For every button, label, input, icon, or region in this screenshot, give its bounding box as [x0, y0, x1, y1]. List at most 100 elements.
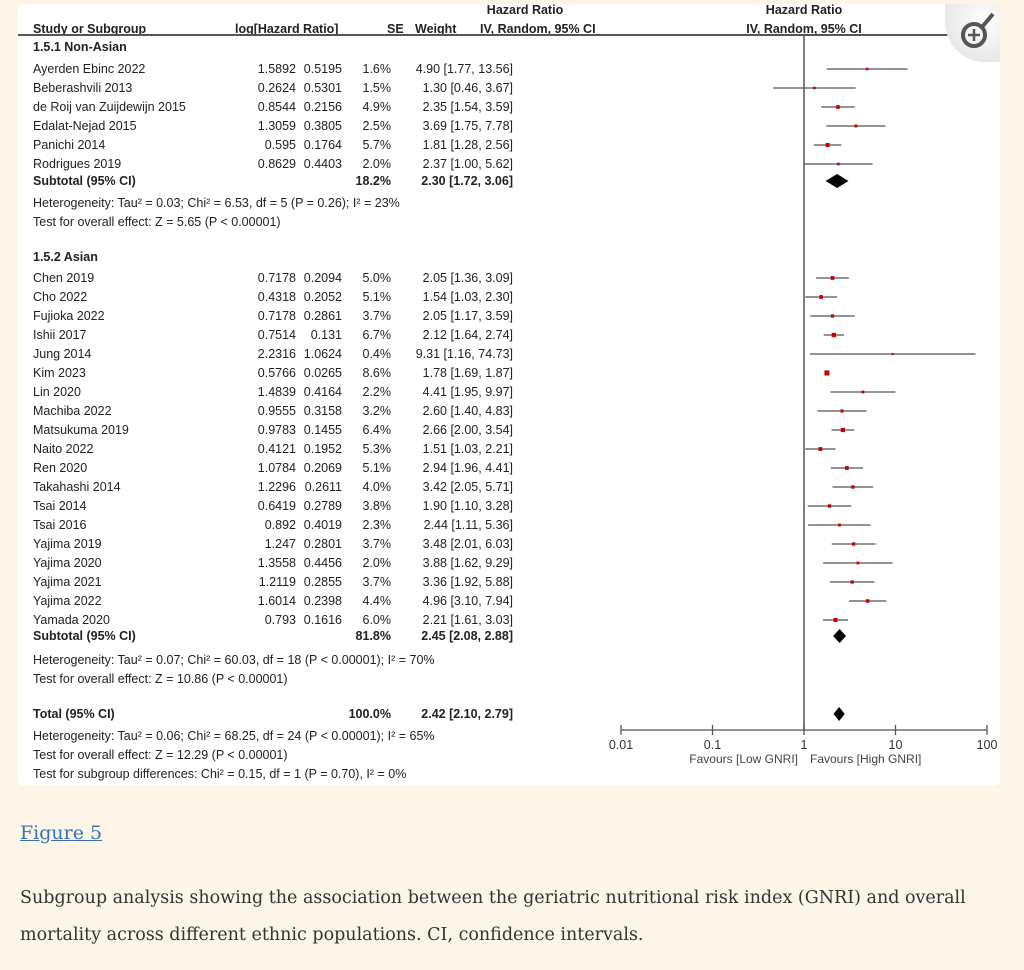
- subtotal-label: Subtotal (95% CI): [33, 629, 136, 643]
- study-se: 0.2861: [303, 309, 342, 323]
- study-name: Beberashvili 2013: [33, 81, 133, 95]
- study-se: 0.3805: [303, 119, 342, 133]
- study-name: Chen 2019: [33, 271, 95, 285]
- favours-left-label: Favours [Low GNRI]: [689, 752, 798, 766]
- study-weight: 8.6%: [362, 366, 392, 380]
- study-weight: 6.4%: [362, 423, 392, 437]
- subtotal-diamond: [825, 174, 849, 188]
- study-weight: 3.2%: [362, 404, 392, 418]
- study-hr-ci: 2.05 [1.36, 3.09]: [422, 271, 513, 285]
- study-weight: 5.3%: [362, 442, 392, 456]
- study-name: Edalat-Nejad 2015: [33, 119, 137, 133]
- study-se: 0.3158: [303, 404, 342, 418]
- study-loghr: 0.7178: [257, 309, 296, 323]
- study-weight: 2.0%: [362, 157, 392, 171]
- study-name: Ayerden Ebinc 2022: [33, 62, 146, 76]
- subtotal-label: Subtotal (95% CI): [33, 174, 136, 188]
- study-weight: 2.3%: [362, 518, 392, 532]
- point-estimate-marker: [831, 332, 837, 338]
- study-hr-ci: 3.69 [1.75, 7.78]: [422, 119, 513, 133]
- study-hr-ci: 4.41 [1.95, 9.97]: [422, 385, 513, 399]
- study-se: 0.4164: [303, 385, 342, 399]
- subtotal-weight: 81.8%: [355, 629, 391, 643]
- figure-caption: Subgroup analysis showing the associatio…: [20, 888, 966, 945]
- study-hr-ci: 9.31 [1.16, 74.73]: [415, 347, 513, 361]
- study-loghr: 1.5892: [257, 62, 296, 76]
- point-estimate-marker: [844, 466, 849, 470]
- study-loghr: 1.6014: [257, 594, 296, 608]
- study-weight: 3.7%: [362, 309, 392, 323]
- study-se: 0.2069: [303, 461, 342, 475]
- total-hr-ci: 2.42 [2.10, 2.79]: [421, 707, 513, 721]
- study-weight: 5.7%: [362, 138, 392, 152]
- study-loghr: 1.4839: [257, 385, 296, 399]
- study-se: 0.2094: [303, 271, 342, 285]
- point-estimate-marker: [851, 542, 856, 546]
- study-hr-ci: 1.90 [1.10, 3.28]: [422, 499, 513, 513]
- study-se: 0.2052: [303, 290, 342, 304]
- study-weight: 1.5%: [362, 81, 392, 95]
- study-hr-ci: 2.37 [1.00, 5.62]: [422, 157, 513, 171]
- study-name: Tsai 2014: [33, 499, 87, 513]
- study-weight: 5.0%: [362, 271, 392, 285]
- heterogeneity-text: Heterogeneity: Tau² = 0.03; Chi² = 6.53,…: [33, 196, 400, 210]
- study-hr-ci: 2.44 [1.11, 5.36]: [423, 518, 513, 532]
- study-se: 0.2855: [303, 575, 342, 589]
- subtotal-diamond: [833, 629, 847, 643]
- study-loghr: 0.2624: [257, 81, 296, 95]
- point-estimate-marker: [825, 143, 830, 147]
- study-hr-ci: 1.51 [1.03, 2.21]: [422, 442, 513, 456]
- point-estimate-marker: [827, 504, 832, 508]
- study-hr-ci: 3.42 [2.05, 5.71]: [422, 480, 513, 494]
- study-se: 0.5301: [303, 81, 342, 95]
- study-name: Fujioka 2022: [33, 309, 105, 323]
- study-name: Jung 2014: [33, 347, 92, 361]
- study-loghr: 1.0784: [257, 461, 296, 475]
- study-hr-ci: 2.05 [1.17, 3.59]: [422, 309, 513, 323]
- subgroup-label: 1.5.2 Asian: [33, 250, 98, 264]
- point-estimate-marker: [856, 561, 860, 565]
- zoom-in-icon: [961, 12, 995, 48]
- point-estimate-marker: [818, 447, 823, 451]
- total-weight: 100.0%: [348, 707, 391, 721]
- study-weight: 4.4%: [362, 594, 392, 608]
- plot-header-top: Hazard Ratio: [765, 3, 843, 17]
- study-se: 0.0265: [303, 366, 342, 380]
- point-estimate-marker: [838, 523, 841, 527]
- study-se: 0.1952: [303, 442, 342, 456]
- header-hr-top: Hazard Ratio: [486, 3, 564, 17]
- study-weight: 0.4%: [362, 347, 392, 361]
- point-estimate-marker: [830, 276, 835, 280]
- point-estimate-marker: [836, 162, 840, 166]
- header-loghr: log[Hazard Ratio]: [235, 22, 339, 36]
- study-loghr: 0.7178: [257, 271, 296, 285]
- study-hr-ci: 2.66 [2.00, 3.54]: [422, 423, 513, 437]
- study-name: Takahashi 2014: [33, 480, 121, 494]
- study-hr-ci: 1.30 [0.46, 3.67]: [422, 81, 513, 95]
- plot-header-bottom: IV, Random, 95% CI: [746, 22, 862, 36]
- study-name: Yajima 2022: [33, 594, 102, 608]
- total-note: Test for overall effect: Z = 12.29 (P < …: [33, 748, 288, 762]
- subgroup-label: 1.5.1 Non-Asian: [33, 40, 127, 54]
- study-weight: 5.1%: [362, 290, 392, 304]
- study-hr-ci: 1.81 [1.28, 2.56]: [422, 138, 513, 152]
- point-estimate-marker: [861, 390, 865, 394]
- study-hr-ci: 2.12 [1.64, 2.74]: [422, 328, 513, 342]
- study-hr-ci: 2.21 [1.61, 3.03]: [422, 613, 513, 627]
- study-loghr: 1.2296: [257, 480, 296, 494]
- zoom-button[interactable]: [945, 4, 1000, 62]
- total-label: Total (95% CI): [33, 707, 115, 721]
- header-hr-bottom: IV, Random, 95% CI: [480, 22, 596, 36]
- point-estimate-marker: [865, 67, 869, 71]
- total-note: Heterogeneity: Tau² = 0.06; Chi² = 68.25…: [33, 729, 435, 743]
- study-name: Ishii 2017: [33, 328, 87, 342]
- study-se: 0.1455: [303, 423, 342, 437]
- x-tick-label: 10: [889, 738, 903, 752]
- study-se: 0.2398: [303, 594, 342, 608]
- point-estimate-marker: [854, 124, 858, 128]
- figure-5-link[interactable]: Figure 5: [20, 822, 103, 844]
- header-rule: [18, 34, 1000, 36]
- study-loghr: 1.247: [264, 537, 296, 551]
- study-name: Machiba 2022: [33, 404, 112, 418]
- study-name: Kim 2023: [33, 366, 86, 380]
